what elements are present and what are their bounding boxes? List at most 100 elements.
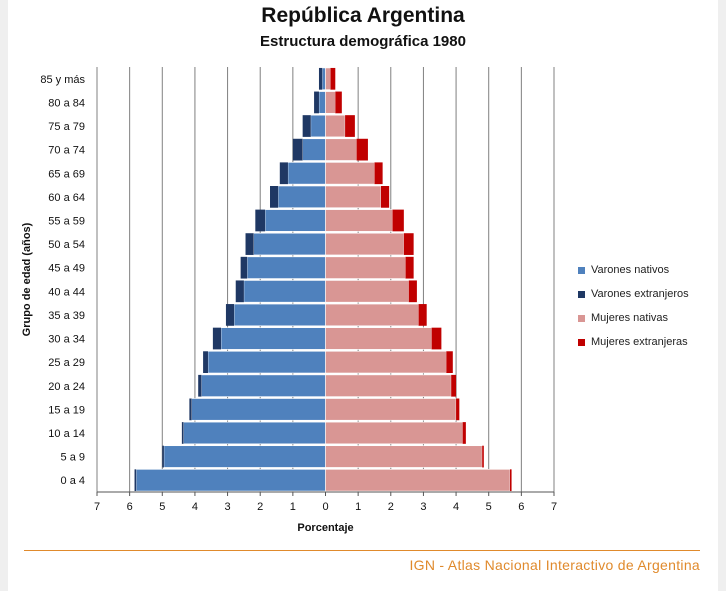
legend-swatch — [578, 290, 585, 298]
bar-varones-nativos — [302, 138, 326, 161]
bar-mujeres-nativas — [325, 280, 410, 303]
bar-varones-extranjeros — [212, 327, 222, 350]
bar-mujeres-nativas — [325, 256, 406, 279]
bar-varones-nativos — [287, 162, 326, 185]
bar-varones-nativos — [135, 469, 326, 492]
bar-mujeres-extranjeras — [405, 256, 414, 279]
y-tick-label: 55 a 59 — [48, 215, 85, 227]
y-tick-label: 40 a 44 — [48, 286, 85, 298]
bar-mujeres-nativas — [325, 421, 463, 445]
bar-varones-extranjeros — [245, 233, 254, 255]
legend-label: Varones extranjeros — [591, 288, 689, 300]
x-tick-label: 5 — [159, 501, 165, 513]
x-tick-label: 7 — [94, 501, 100, 513]
bar-mujeres-extranjeras — [482, 445, 484, 468]
bar-mujeres-nativas — [325, 374, 452, 397]
y-tick-label: 45 a 49 — [48, 263, 85, 275]
y-tick-label: 60 a 64 — [48, 192, 85, 204]
legend-swatch — [578, 314, 585, 322]
bar-mujeres-extranjeras — [509, 469, 512, 492]
y-tick-label: 25 a 29 — [48, 357, 85, 369]
bar-mujeres-nativas — [325, 350, 447, 374]
bar-mujeres-extranjeras — [345, 115, 355, 137]
footer-credit: IGN - Atlas Nacional Interactivo de Arge… — [409, 557, 700, 573]
bar-mujeres-nativas — [325, 398, 457, 421]
legend-item: Varones nativos — [578, 258, 689, 282]
bar-varones-extranjeros — [225, 304, 235, 326]
chart-legend: Varones nativos Varones extranjeros Mujere… — [578, 258, 689, 354]
legend-item: Mujeres extranjeras — [578, 330, 689, 354]
y-tick-label: 85 y más — [40, 74, 85, 86]
bar-varones-extranjeros — [235, 280, 244, 303]
bar-varones-nativos — [183, 421, 326, 445]
x-tick-label: 6 — [127, 501, 133, 513]
bar-mujeres-nativas — [325, 303, 419, 327]
bar-varones-nativos — [310, 114, 326, 138]
x-axis-title: Porcentaje — [297, 522, 353, 534]
y-axis-title: Grupo de edad (años) — [21, 222, 33, 336]
bar-varones-extranjeros — [203, 351, 208, 373]
y-tick-label: 65 a 69 — [48, 168, 85, 180]
bar-mujeres-extranjeras — [431, 327, 442, 350]
bar-mujeres-extranjeras — [418, 304, 427, 326]
bar-varones-nativos — [163, 445, 326, 468]
y-tick-label: 30 a 34 — [48, 334, 85, 346]
bar-varones-nativos — [201, 374, 326, 397]
bar-varones-extranjeros — [198, 374, 202, 397]
x-tick-label: 3 — [225, 501, 231, 513]
x-tick-label: 2 — [388, 501, 394, 513]
bar-mujeres-nativas — [325, 327, 432, 350]
bar-mujeres-extranjeras — [408, 280, 417, 303]
x-tick-label: 3 — [420, 501, 426, 513]
chart-subtitle: Estructura demográfica 1980 — [260, 33, 466, 50]
x-tick-label: 5 — [486, 501, 492, 513]
x-tick-label: 1 — [290, 501, 296, 513]
bar-varones-extranjeros — [255, 209, 266, 232]
x-tick-label: 4 — [192, 501, 198, 513]
legend-label: Mujeres extranjeras — [591, 336, 688, 348]
y-tick-label: 10 a 14 — [48, 428, 85, 440]
bar-varones-nativos — [243, 280, 326, 303]
bar-varones-extranjeros — [302, 115, 311, 137]
legend-item: Mujeres nativas — [578, 306, 689, 330]
x-tick-label: 7 — [551, 501, 557, 513]
bar-mujeres-extranjeras — [392, 209, 404, 232]
bar-varones-nativos — [207, 350, 326, 374]
y-tick-label: 75 a 79 — [48, 121, 85, 133]
bar-mujeres-extranjeras — [335, 91, 342, 114]
x-tick-label: 6 — [518, 501, 524, 513]
bar-mujeres-extranjeras — [446, 351, 453, 373]
x-tick-label: 1 — [355, 501, 361, 513]
bar-varones-extranjeros — [189, 398, 192, 421]
legend-swatch — [578, 266, 585, 274]
bar-mujeres-nativas — [325, 67, 331, 90]
bar-varones-nativos — [321, 67, 326, 90]
bar-mujeres-nativas — [325, 162, 375, 185]
bar-mujeres-extranjeras — [403, 233, 414, 255]
y-tick-label: 0 a 4 — [61, 475, 85, 487]
bar-varones-extranjeros — [134, 469, 137, 492]
bar-varones-extranjeros — [162, 445, 164, 468]
bar-mujeres-extranjeras — [456, 398, 460, 421]
x-tick-label: 0 — [322, 501, 328, 513]
bar-mujeres-nativas — [325, 91, 336, 114]
bar-varones-extranjeros — [318, 67, 323, 90]
bar-mujeres-nativas — [325, 232, 405, 256]
y-tick-label: 15 a 19 — [48, 404, 85, 416]
bar-varones-nativos — [318, 91, 326, 114]
bar-mujeres-nativas — [325, 114, 346, 138]
legend-item: Varones extranjeros — [578, 282, 689, 306]
bar-varones-nativos — [220, 327, 326, 350]
bar-mujeres-nativas — [325, 445, 483, 468]
bar-mujeres-nativas — [325, 469, 511, 492]
y-tick-label: 80 a 84 — [48, 97, 85, 109]
bar-mujeres-extranjeras — [380, 186, 390, 208]
bar-mujeres-extranjeras — [462, 422, 466, 444]
bar-varones-nativos — [264, 209, 326, 232]
y-tick-label: 5 a 9 — [61, 452, 85, 464]
y-tick-label: 20 a 24 — [48, 381, 85, 393]
legend-swatch — [578, 338, 585, 346]
chart-title: República Argentina — [261, 4, 465, 27]
bar-mujeres-nativas — [325, 209, 393, 232]
bar-varones-extranjeros — [279, 162, 288, 185]
